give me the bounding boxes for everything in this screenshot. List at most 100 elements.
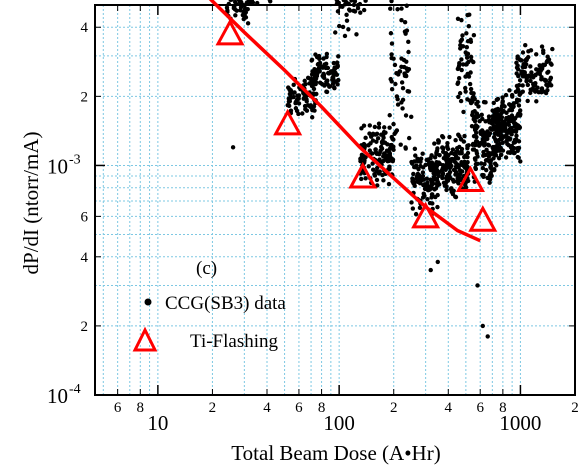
ccg-data-point xyxy=(453,194,458,199)
ti-flashing-point xyxy=(348,161,378,189)
ccg-data-point xyxy=(529,70,534,75)
ccg-data-point xyxy=(497,127,502,132)
ccg-data-point xyxy=(489,173,494,178)
ccg-data-point xyxy=(346,1,351,7)
ccg-data-point xyxy=(492,149,497,155)
ccg-data-point xyxy=(458,42,463,48)
ccg-data-point xyxy=(533,80,538,86)
ccg-data-point xyxy=(346,27,351,32)
ccg-data-point xyxy=(396,72,401,77)
ccg-data-point xyxy=(337,23,342,29)
ti-flashing-point xyxy=(455,165,485,192)
ccg-data-point xyxy=(435,192,440,198)
ccg-data-point xyxy=(479,161,484,166)
ccg-data-point xyxy=(406,49,411,55)
ccg-data-point xyxy=(493,153,499,158)
y-minor-tick-label: 2 xyxy=(81,89,89,105)
ccg-data-point xyxy=(472,109,477,114)
ccg-data-point xyxy=(480,172,485,178)
ccg-data-point xyxy=(476,104,481,109)
ccg-data-point xyxy=(445,141,450,146)
ccg-data-point xyxy=(480,116,485,122)
ccg-data-point xyxy=(311,70,317,75)
ccg-data-point xyxy=(336,77,341,83)
ccg-data-point xyxy=(506,122,512,128)
ccg-data-point xyxy=(460,33,465,38)
ccg-data-point xyxy=(437,152,442,158)
plot-frame xyxy=(94,4,576,396)
ccg-data-point xyxy=(455,66,461,72)
ccg-data-point xyxy=(325,65,331,71)
ccg-data-point xyxy=(331,60,336,66)
ccg-data-point xyxy=(507,88,512,93)
ccg-data-point xyxy=(471,32,477,38)
ccg-data-point xyxy=(388,31,394,36)
ccg-data-point xyxy=(524,78,529,84)
ccg-data-point xyxy=(458,98,464,104)
x-axis-label: Total Beam Dose (A•Hr) xyxy=(231,441,440,465)
ccg-data-point xyxy=(386,157,391,162)
ccg-data-point xyxy=(237,0,243,5)
ccg-data-point xyxy=(359,126,364,131)
ccg-data-point xyxy=(424,157,429,163)
ccg-data-point xyxy=(503,92,509,98)
y-minor-tick-label: 4 xyxy=(81,250,89,266)
ccg-data-point xyxy=(334,60,340,65)
ccg-data-point xyxy=(482,140,487,145)
ccg-data-point xyxy=(305,103,311,108)
ccg-data-point xyxy=(518,159,523,164)
ccg-data-point xyxy=(346,7,352,12)
ccg-data-point xyxy=(451,179,456,184)
ccg-data-point xyxy=(418,158,423,163)
ccg-data-point xyxy=(309,57,315,62)
ccg-data-point xyxy=(465,150,471,156)
ccg-data-point xyxy=(487,180,492,185)
ccg-data-point xyxy=(499,152,504,157)
x-minor-tick-label: 8 xyxy=(318,400,326,416)
ccg-data-point xyxy=(245,21,251,26)
ccg-data-point xyxy=(536,90,541,95)
ccg-data-point xyxy=(459,67,464,73)
ccg-data-point xyxy=(382,151,387,156)
x-tick-label: 100 xyxy=(323,411,355,435)
ccg-data-point xyxy=(514,83,520,89)
ccg-data-point xyxy=(376,125,382,130)
ccg-data-point xyxy=(367,148,373,153)
ccg-data-point xyxy=(520,50,526,55)
ccg-data-point xyxy=(436,170,442,175)
ccg-data-point xyxy=(465,164,470,170)
ccg-data-point xyxy=(490,127,495,132)
ccg-data-point xyxy=(410,206,416,211)
ccg-data-point xyxy=(425,183,430,188)
x-minor-tick-label: 8 xyxy=(137,400,145,416)
ccg-data-point xyxy=(455,16,461,21)
ccg-data-point xyxy=(504,139,509,144)
ccg-data-point xyxy=(492,161,498,166)
ccg-data-point xyxy=(385,142,390,147)
ccg-data-point xyxy=(293,106,299,111)
ccg-data-point xyxy=(234,2,239,7)
ccg-data-point xyxy=(406,39,411,45)
ccg-data-point xyxy=(546,69,551,74)
ccg-data-point xyxy=(450,147,456,152)
ccg-data-point xyxy=(363,0,368,3)
ccg-data-point xyxy=(428,267,433,273)
ccg-data-point xyxy=(521,61,526,67)
panel-label: (c) xyxy=(196,258,217,279)
ccg-data-point xyxy=(401,57,407,63)
ccg-data-point xyxy=(516,155,521,160)
ccg-data-point xyxy=(268,0,273,4)
ccg-data-point xyxy=(469,90,474,96)
ccg-data-point xyxy=(475,283,480,288)
ccg-data-point xyxy=(515,148,520,154)
ccg-data-point xyxy=(437,182,442,187)
ccg-data-point xyxy=(514,97,520,102)
ccg-data-point xyxy=(412,183,417,189)
ccg-data-point xyxy=(472,114,477,119)
ccg-data-point xyxy=(548,61,553,66)
ccg-data-point xyxy=(534,52,539,57)
ccg-data-point xyxy=(455,80,461,85)
ccg-data-point xyxy=(342,2,348,7)
ccg-data-point xyxy=(430,192,435,197)
